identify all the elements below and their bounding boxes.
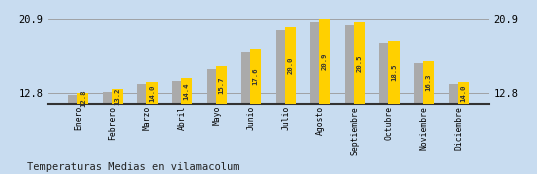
Bar bbox=[345, 25, 356, 104]
Bar bbox=[112, 89, 123, 104]
Bar bbox=[241, 52, 252, 104]
Bar bbox=[172, 81, 183, 104]
Text: 17.6: 17.6 bbox=[253, 68, 259, 85]
Text: 14.0: 14.0 bbox=[460, 84, 466, 102]
Bar bbox=[423, 61, 434, 104]
Bar bbox=[137, 84, 149, 104]
Text: 14.4: 14.4 bbox=[184, 82, 190, 100]
Text: 13.2: 13.2 bbox=[114, 88, 120, 105]
Text: 15.7: 15.7 bbox=[218, 77, 224, 94]
Text: 20.0: 20.0 bbox=[287, 57, 293, 74]
Bar bbox=[250, 49, 261, 104]
Bar bbox=[388, 41, 400, 104]
Text: 12.8: 12.8 bbox=[80, 90, 86, 107]
Bar bbox=[77, 93, 89, 104]
Bar bbox=[414, 63, 425, 104]
Text: 18.5: 18.5 bbox=[391, 64, 397, 81]
Bar bbox=[276, 30, 287, 104]
Bar bbox=[448, 84, 460, 104]
Bar bbox=[68, 95, 79, 104]
Text: 20.9: 20.9 bbox=[322, 53, 328, 70]
Text: 16.3: 16.3 bbox=[425, 74, 432, 91]
Bar bbox=[207, 69, 217, 104]
Bar bbox=[285, 27, 296, 104]
Bar bbox=[354, 22, 365, 104]
Text: 14.0: 14.0 bbox=[149, 84, 155, 102]
Bar bbox=[320, 19, 330, 104]
Bar bbox=[181, 78, 192, 104]
Bar bbox=[310, 22, 321, 104]
Bar bbox=[103, 92, 114, 104]
Bar bbox=[147, 82, 157, 104]
Bar bbox=[216, 66, 227, 104]
Text: 20.5: 20.5 bbox=[357, 55, 362, 72]
Text: Temperaturas Medias en vilamacolum: Temperaturas Medias en vilamacolum bbox=[27, 162, 240, 172]
Bar bbox=[458, 82, 469, 104]
Bar bbox=[380, 43, 390, 104]
